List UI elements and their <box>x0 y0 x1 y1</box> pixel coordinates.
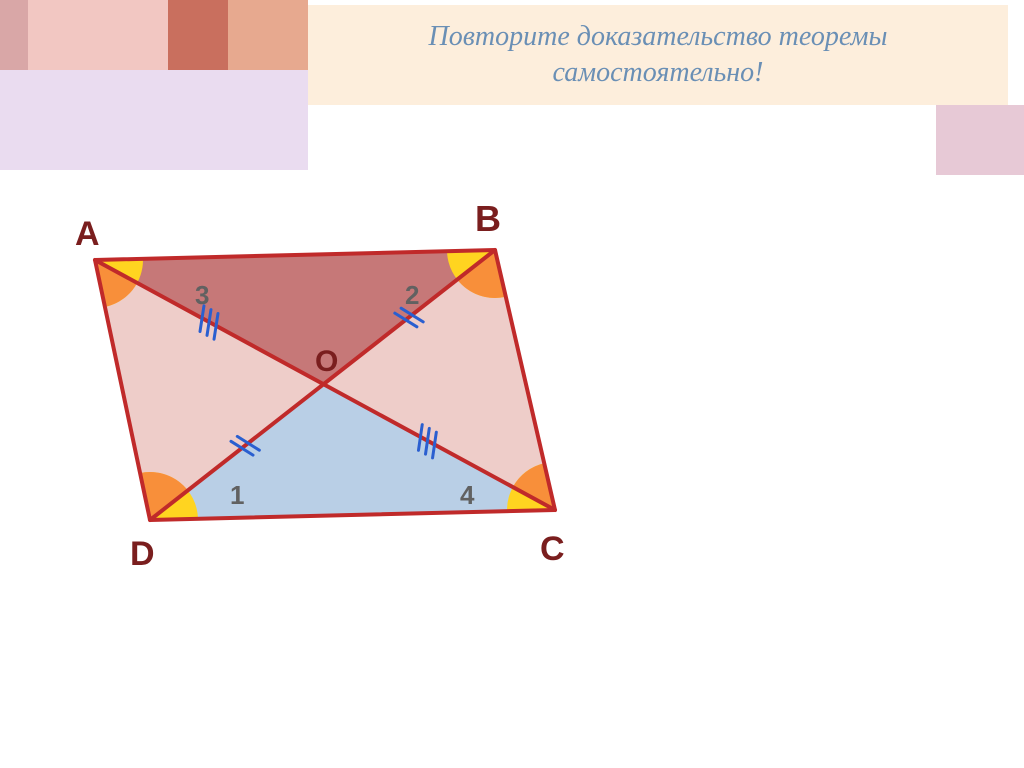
angle-label-1: 1 <box>230 480 244 511</box>
vertex-label-O: O <box>315 345 338 379</box>
angle-label-4: 4 <box>460 480 474 511</box>
deco-block-5 <box>936 105 1024 175</box>
diagram-labels: A B C D O 1 2 3 4 <box>55 190 575 590</box>
title-line-1: Повторите доказательство теоремы <box>308 19 1008 55</box>
deco-block-0 <box>0 0 28 70</box>
deco-block-2 <box>168 0 228 70</box>
vertex-label-D: D <box>130 535 155 574</box>
title-line-2: самостоятельно! <box>308 55 1008 91</box>
angle-label-2: 2 <box>405 280 419 311</box>
deco-block-3 <box>228 0 308 70</box>
slide: Повторите доказательство теоремы самосто… <box>0 0 1024 768</box>
vertex-label-A: A <box>75 215 100 254</box>
deco-block-4 <box>0 70 308 170</box>
vertex-label-C: C <box>540 530 565 569</box>
title-box: Повторите доказательство теоремы самосто… <box>308 5 1008 105</box>
vertex-label-B: B <box>475 198 501 240</box>
deco-block-1 <box>28 0 168 70</box>
angle-label-3: 3 <box>195 280 209 311</box>
parallelogram-diagram: A B C D O 1 2 3 4 <box>55 190 575 590</box>
